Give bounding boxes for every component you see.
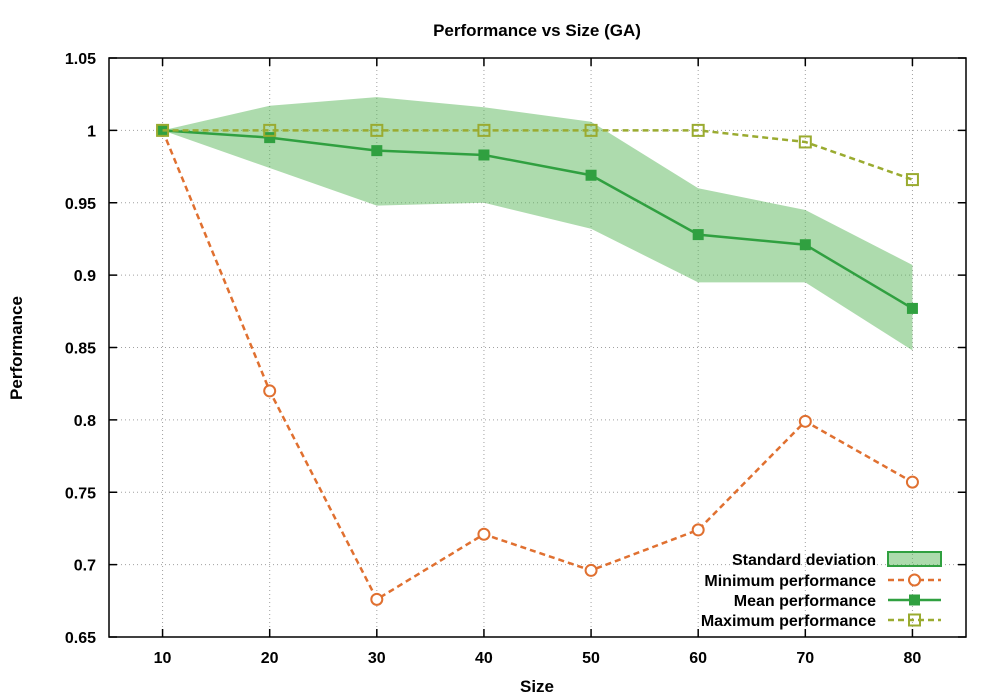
data-point — [691, 123, 705, 137]
x-tick-label: 50 — [582, 650, 600, 667]
x-tick-label: 30 — [368, 650, 386, 667]
y-tick-label: 1 — [87, 123, 96, 140]
data-point — [908, 613, 921, 627]
data-point — [263, 123, 277, 137]
data-point — [798, 135, 812, 149]
data-point — [370, 123, 384, 137]
data-point — [371, 145, 383, 157]
y-tick-label: 1.05 — [65, 51, 96, 68]
data-point — [584, 563, 598, 577]
data-point — [478, 149, 490, 161]
y-tick-label: 0.65 — [65, 630, 96, 647]
data-point — [585, 169, 597, 181]
x-tick-label: 80 — [904, 650, 922, 667]
std-deviation-band — [162, 97, 913, 351]
data-point — [584, 123, 598, 137]
data-point — [264, 132, 276, 144]
data-point — [909, 594, 920, 606]
data-point — [692, 229, 704, 241]
data-point — [263, 384, 277, 398]
y-tick-label: 0.8 — [74, 413, 96, 430]
x-tick-label: 20 — [261, 650, 279, 667]
x-axis-ticks: 10 20 30 40 50 60 70 80 — [154, 58, 922, 667]
legend: Standard deviation Minimum performance Mea… — [701, 551, 942, 630]
y-tick-label: 0.7 — [74, 558, 96, 575]
data-point — [370, 592, 384, 606]
x-tick-label: 40 — [475, 650, 493, 667]
legend-label: Mean performance — [734, 593, 876, 610]
minimum-performance-line — [161, 129, 914, 602]
x-axis-title: Size — [520, 677, 554, 696]
data-point — [905, 173, 919, 187]
y-tick-label: 0.85 — [65, 341, 96, 358]
x-tick-label: 70 — [796, 650, 814, 667]
y-axis-ticks: 0.65 0.7 0.75 0.8 0.85 0.9 0.95 1 1.05 — [65, 51, 966, 647]
maximum-performance-line — [162, 129, 913, 181]
data-point — [798, 414, 812, 428]
legend-label: Maximum performance — [701, 613, 876, 630]
std-band-layer — [162, 97, 913, 351]
data-point — [691, 523, 705, 537]
y-tick-label: 0.95 — [65, 196, 96, 213]
data-point — [799, 239, 811, 251]
data-point — [906, 302, 918, 314]
x-tick-label: 60 — [689, 650, 707, 667]
x-tick-label: 10 — [154, 650, 172, 667]
data-point — [905, 475, 919, 489]
chart-title: Performance vs Size (GA) — [433, 21, 641, 40]
legend-label: Minimum performance — [704, 573, 876, 590]
y-axis-title: Performance — [7, 296, 26, 400]
maximum-performance-series — [156, 123, 919, 187]
data-point — [477, 527, 491, 541]
data-point — [156, 123, 170, 137]
y-tick-label: 0.9 — [74, 268, 96, 285]
legend-swatch — [887, 551, 942, 567]
legend-label: Standard deviation — [732, 552, 876, 569]
series-layer — [156, 123, 919, 606]
data-point — [908, 573, 921, 587]
data-point — [477, 123, 491, 137]
mean-performance-line — [162, 129, 914, 310]
y-tick-label: 0.75 — [65, 485, 96, 502]
minimum-performance-series — [156, 123, 919, 606]
